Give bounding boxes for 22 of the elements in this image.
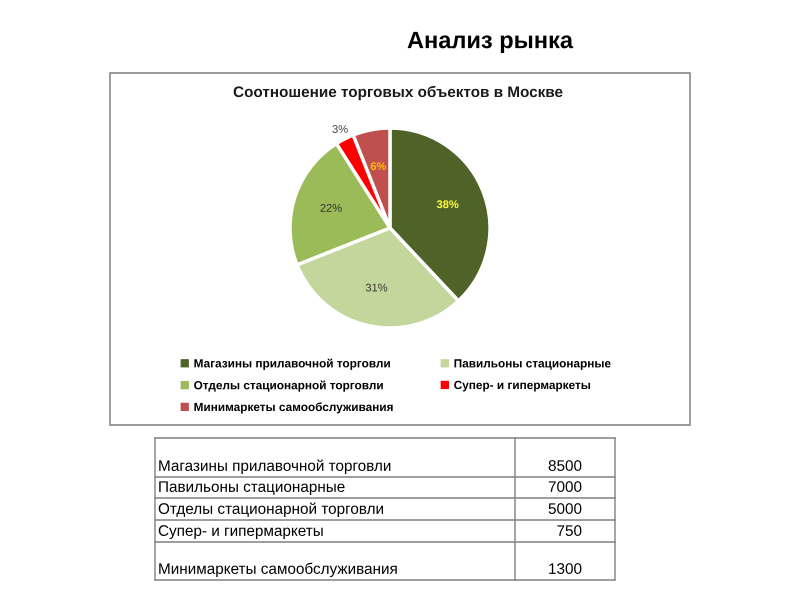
data-label: 7000	[548, 481, 582, 492]
chart-subtitle: Соотношение торговых объектов в Москве	[234, 86, 562, 100]
legend-label: Павильоны стационарные	[454, 359, 611, 370]
legend-label: Отделы стационарной торговли	[194, 380, 383, 392]
category-label: Отделы стационарной торговли	[158, 502, 383, 517]
category-label: Павильоны стационарные	[159, 481, 345, 495]
data-label: 22%	[320, 204, 342, 212]
category-label: Минимаркеты самообслуживания	[159, 562, 397, 577]
data-label: 6%	[370, 162, 386, 170]
data-label: 3%	[332, 125, 348, 133]
data-label: 31%	[366, 284, 388, 292]
category-label: Супер- и гипермаркеты	[158, 525, 323, 539]
data-label: 1300	[549, 563, 582, 574]
data-label: 750	[557, 525, 582, 536]
chart-title: Анализ рынка	[408, 32, 574, 54]
legend-label: Магазины прилавочной торговли	[194, 358, 390, 370]
data-label: 38%	[436, 200, 458, 208]
data-label: 8500	[548, 460, 582, 471]
category-label: Магазины прилавочной торговли	[159, 459, 390, 474]
legend-label: Минимаркеты самообслуживания	[194, 402, 393, 414]
legend-label: Супер- и гипермаркеты	[454, 380, 590, 392]
data-label: 5000	[548, 503, 582, 514]
